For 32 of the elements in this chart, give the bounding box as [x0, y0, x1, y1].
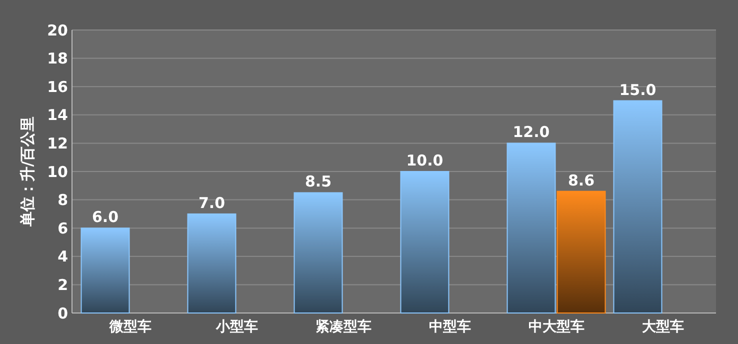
- x-tick-label: 紧凑型车: [315, 318, 372, 335]
- y-tick-label: 2: [58, 276, 68, 294]
- y-tick-label: 8: [58, 191, 68, 210]
- x-tick-label: 中型车: [428, 318, 471, 335]
- data-label: 6.0: [92, 208, 119, 226]
- data-label: 15.0: [619, 80, 656, 99]
- x-tick-label: 大型车: [642, 318, 684, 335]
- bar: [506, 142, 556, 314]
- y-tick-label: 16: [47, 78, 68, 96]
- y-tick-label: 10: [47, 162, 68, 181]
- bar: [400, 171, 450, 314]
- y-axis-title: 单位：升/百公里: [18, 116, 36, 228]
- data-label: 7.0: [198, 194, 226, 212]
- data-label: 12.0: [512, 123, 550, 142]
- y-tick-label: 0: [58, 304, 68, 322]
- bar: [556, 190, 606, 314]
- data-label: 8.6: [568, 171, 595, 190]
- y-tick-label: 14: [47, 106, 68, 124]
- bar: [80, 228, 130, 314]
- y-tick-label: 18: [47, 50, 68, 68]
- y-tick-label: 20: [47, 21, 68, 40]
- x-tick-label: 微型车: [108, 318, 152, 335]
- x-tick-label: 小型车: [214, 318, 258, 335]
- x-tick-label: 中大型车: [528, 318, 584, 335]
- y-tick-label: 6: [58, 219, 68, 238]
- data-label: 10.0: [406, 152, 444, 170]
- bar: [613, 100, 662, 314]
- bar: [187, 213, 236, 314]
- y-tick-label: 12: [47, 134, 68, 152]
- y-tick-label: 4: [58, 248, 68, 266]
- bar: [294, 192, 343, 314]
- data-label: 8.5: [304, 172, 332, 191]
